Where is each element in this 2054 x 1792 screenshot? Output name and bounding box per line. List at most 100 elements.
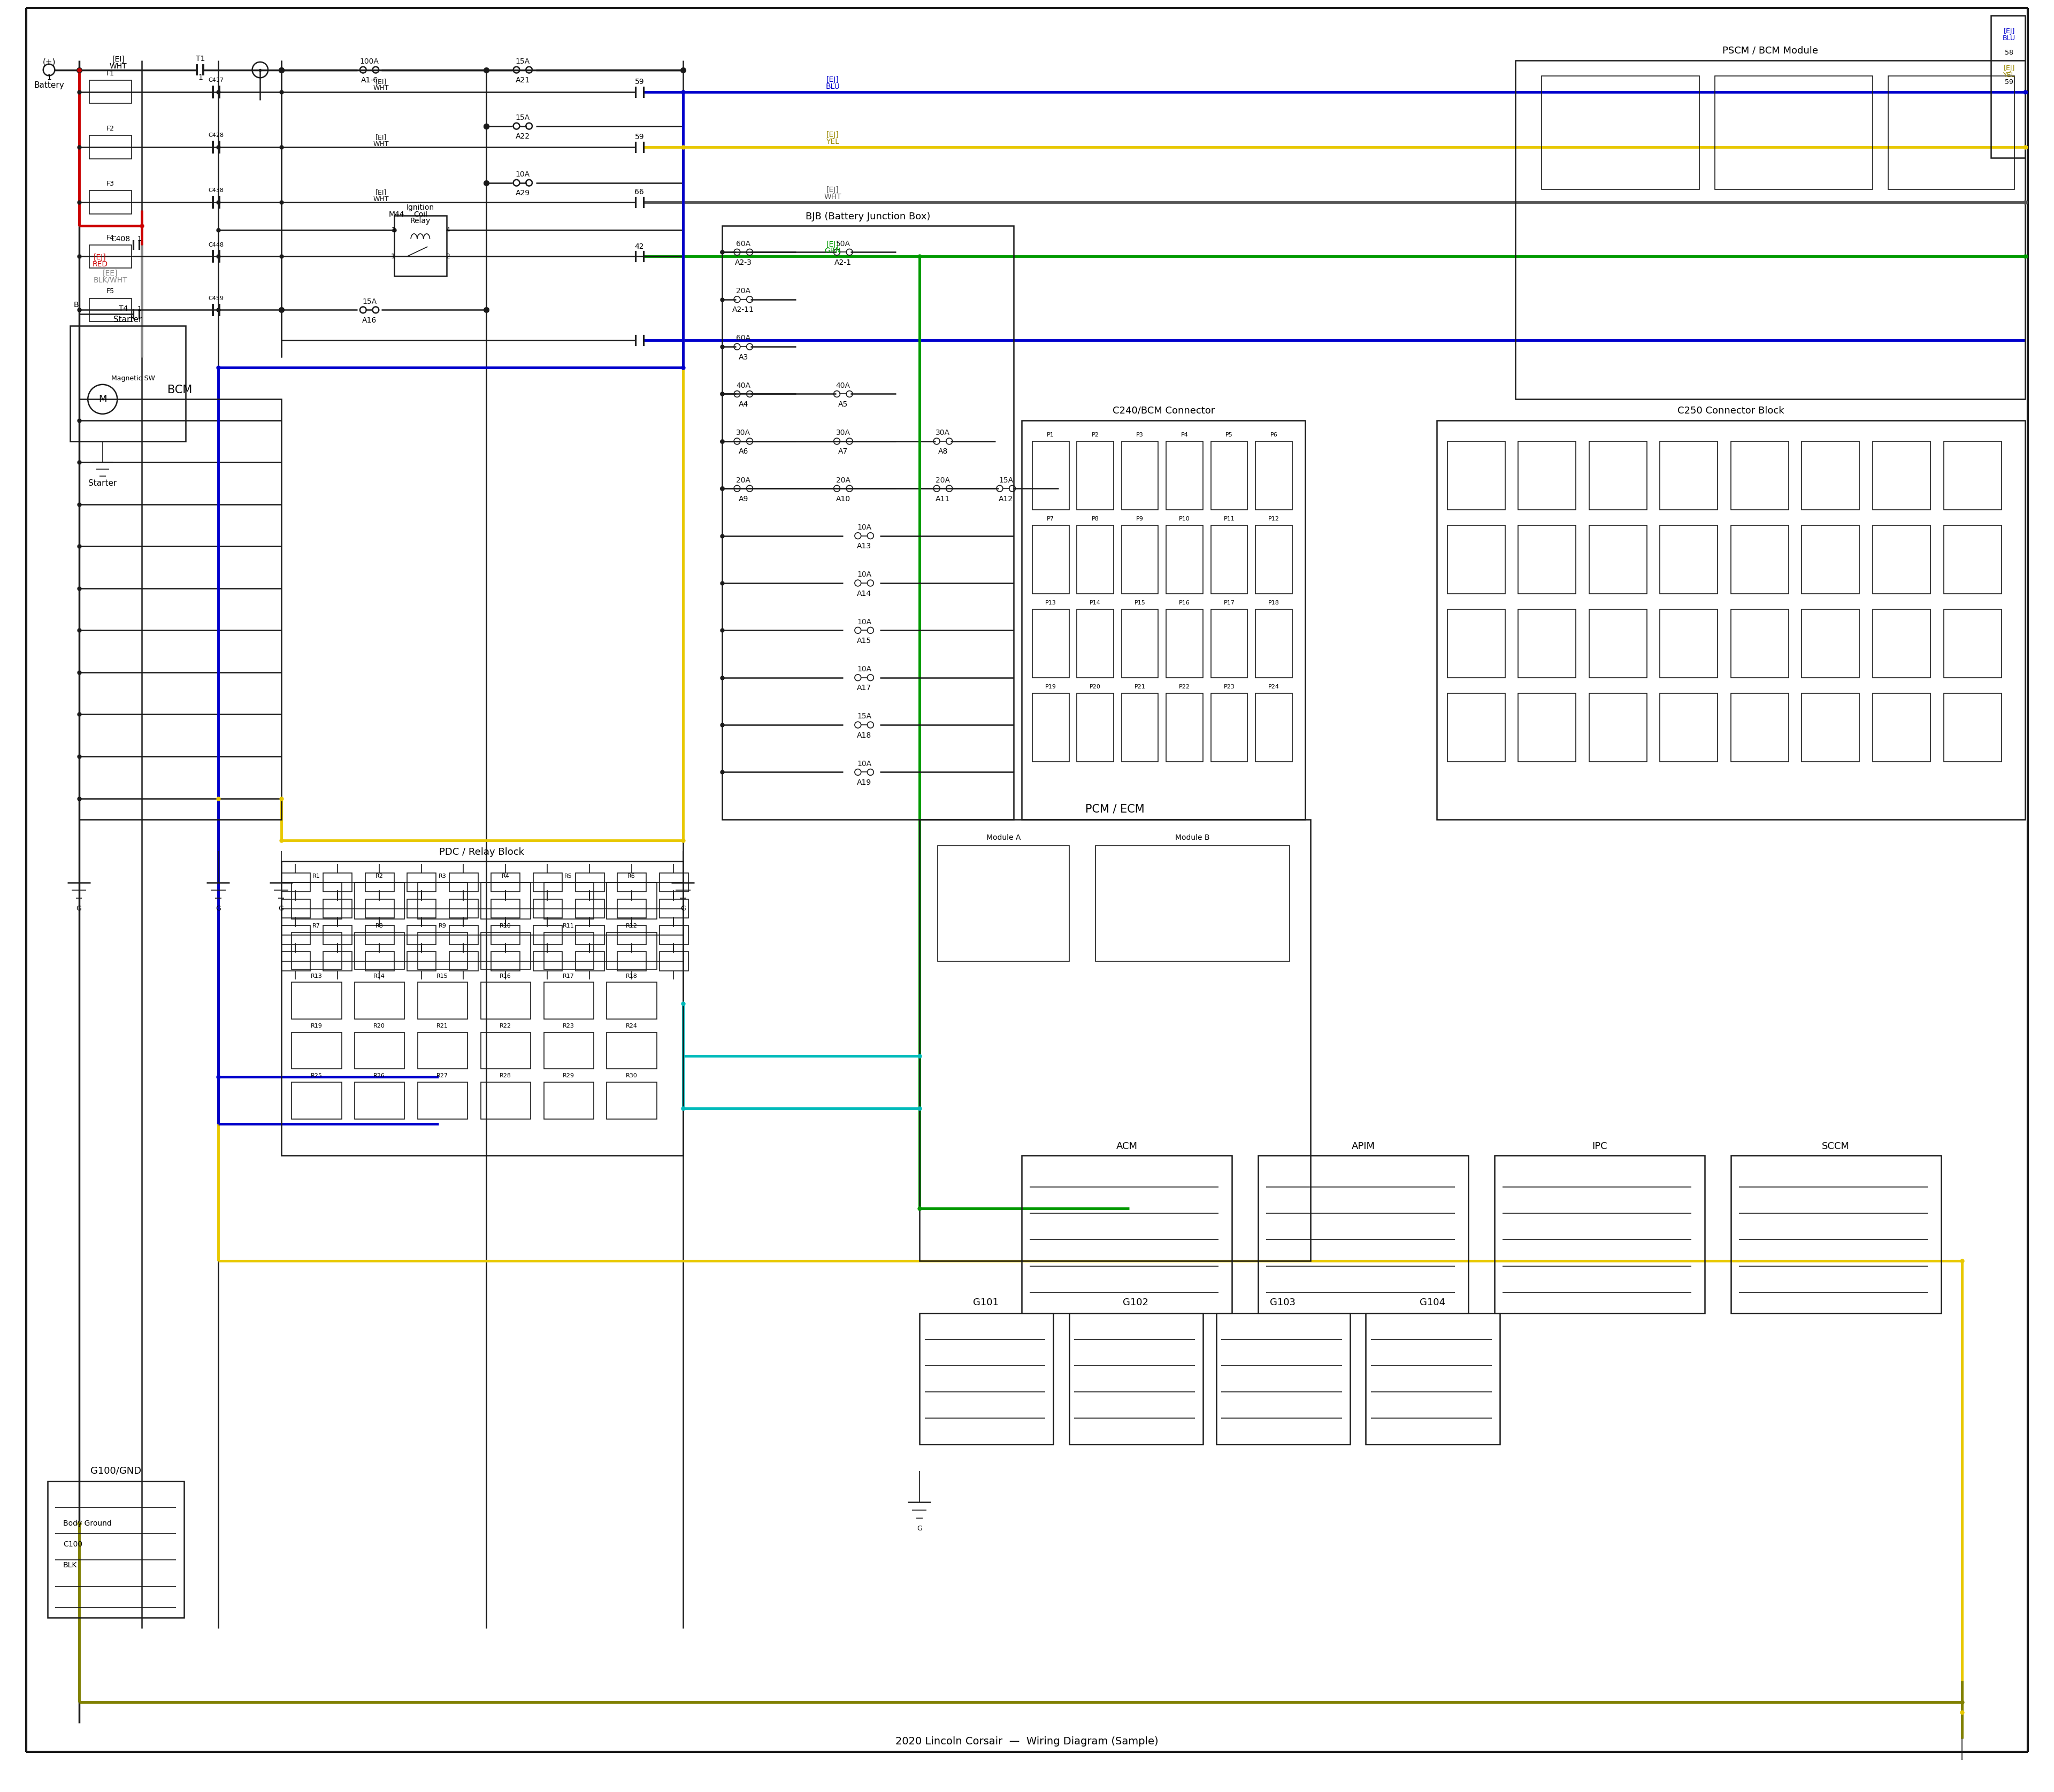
Text: P19: P19 (1045, 685, 1056, 690)
Bar (281, 952, 310, 971)
Bar (292, 1032, 341, 1070)
Text: 20A: 20A (937, 477, 951, 484)
Text: R4: R4 (501, 873, 509, 878)
Bar (659, 952, 688, 971)
Text: 58: 58 (2005, 48, 2013, 56)
Text: BLU: BLU (2003, 34, 2015, 41)
Bar (407, 873, 435, 892)
Bar (491, 952, 520, 971)
Text: [EI]: [EI] (113, 56, 125, 63)
Bar (491, 900, 520, 918)
Text: A2-11: A2-11 (733, 306, 754, 314)
Bar (1448, 441, 1506, 509)
Text: ACM: ACM (1115, 1142, 1138, 1150)
Text: P2: P2 (1091, 432, 1099, 437)
Text: [EJ]: [EJ] (826, 75, 838, 84)
Bar (1167, 694, 1204, 762)
Text: C448: C448 (207, 242, 224, 247)
Text: 30A: 30A (836, 428, 850, 437)
Text: Body Ground: Body Ground (64, 1520, 111, 1527)
Bar (544, 1082, 594, 1118)
Text: BLU: BLU (826, 82, 840, 90)
Text: P21: P21 (1134, 685, 1146, 690)
Bar (1873, 525, 1931, 593)
Text: SCCM: SCCM (1822, 1142, 1851, 1150)
Text: R20: R20 (374, 1023, 386, 1029)
Bar (575, 952, 604, 971)
Bar (1121, 694, 1158, 762)
Bar (606, 982, 657, 1020)
Text: 40A: 40A (836, 382, 850, 389)
Bar (659, 900, 688, 918)
Bar (1448, 609, 1506, 677)
Text: 10A: 10A (857, 618, 871, 625)
Bar (1448, 525, 1506, 593)
Bar (1212, 609, 1247, 677)
Bar (47, 1482, 185, 1618)
Bar (90, 81, 131, 104)
Bar (366, 873, 394, 892)
Text: P1: P1 (1048, 432, 1054, 437)
Bar (292, 932, 341, 969)
Text: 60A: 60A (735, 240, 750, 247)
Text: C459: C459 (207, 296, 224, 301)
Bar (450, 873, 479, 892)
Bar (366, 952, 394, 971)
Text: [EJ]: [EJ] (826, 131, 838, 138)
Text: 66: 66 (635, 188, 645, 195)
Bar (1732, 609, 1789, 677)
Bar (1943, 441, 2001, 509)
Bar (1366, 1314, 1499, 1444)
Text: P11: P11 (1224, 516, 1234, 521)
Bar (1255, 609, 1292, 677)
Bar (90, 246, 131, 267)
Text: R23: R23 (563, 1023, 575, 1029)
Text: R15: R15 (438, 973, 448, 978)
Text: R29: R29 (563, 1073, 575, 1079)
Text: [EJ]: [EJ] (826, 186, 838, 194)
Text: [EI]: [EI] (376, 77, 386, 84)
Bar (1212, 694, 1247, 762)
Bar (1516, 61, 2025, 400)
Bar (1660, 441, 1717, 509)
Text: P20: P20 (1091, 685, 1101, 690)
Text: 15A: 15A (516, 115, 530, 122)
Bar (481, 882, 530, 919)
Bar (1943, 694, 2001, 762)
Text: 2: 2 (446, 253, 450, 260)
Text: P3: P3 (1136, 432, 1144, 437)
Text: GRN: GRN (824, 247, 840, 254)
Text: A11: A11 (937, 495, 951, 504)
Bar (1255, 441, 1292, 509)
Bar (1518, 609, 1575, 677)
Text: 1: 1 (138, 305, 142, 312)
Bar (450, 900, 479, 918)
Text: M: M (99, 394, 107, 403)
Text: 30A: 30A (735, 428, 750, 437)
Text: A16: A16 (362, 317, 376, 324)
Text: R2: R2 (376, 873, 384, 878)
Bar (1732, 694, 1789, 762)
Bar (281, 925, 310, 944)
Bar (481, 982, 530, 1020)
Bar (481, 932, 530, 969)
Bar (1801, 525, 1859, 593)
Text: 20A: 20A (836, 477, 850, 484)
Bar (606, 932, 657, 969)
Text: P4: P4 (1181, 432, 1189, 437)
Bar (322, 952, 351, 971)
Text: F2: F2 (107, 125, 115, 133)
Bar (1255, 694, 1292, 762)
Bar (575, 900, 604, 918)
Bar (322, 873, 351, 892)
Text: R3: R3 (438, 873, 446, 878)
Text: WHT: WHT (824, 194, 842, 201)
Bar (659, 873, 688, 892)
Bar (1873, 694, 1931, 762)
Text: C408: C408 (111, 235, 129, 242)
Bar (292, 882, 341, 919)
Text: G: G (76, 905, 82, 912)
Bar (355, 882, 405, 919)
Text: R16: R16 (499, 973, 511, 978)
Text: 42: 42 (635, 242, 645, 251)
